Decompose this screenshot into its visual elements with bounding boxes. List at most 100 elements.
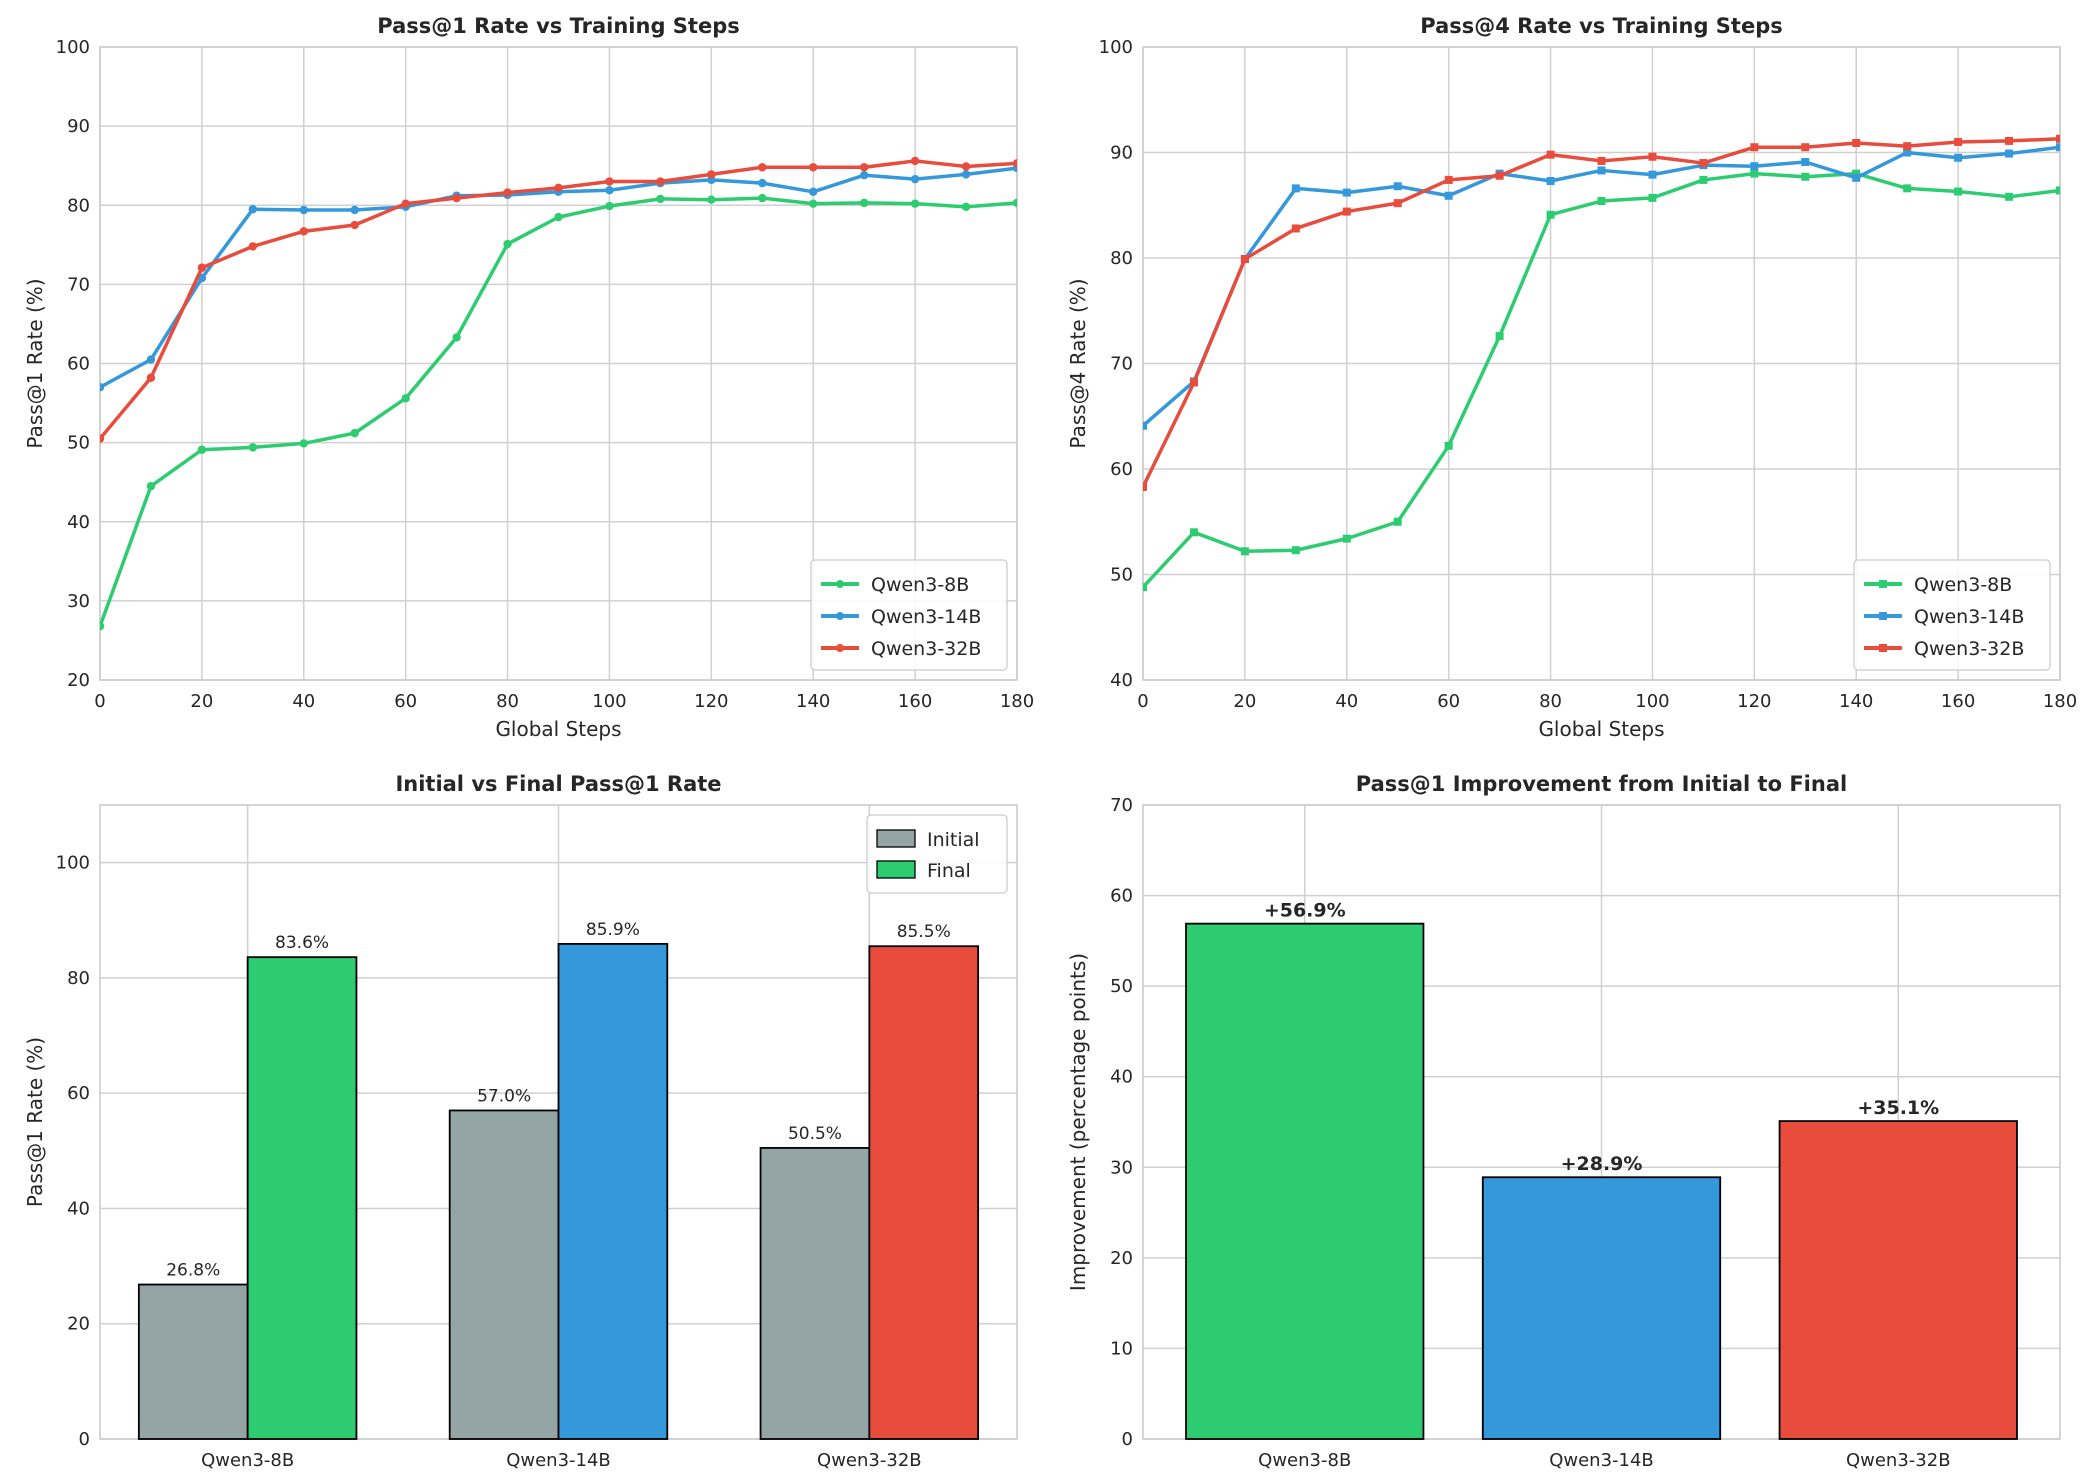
y-tick-label: 0 xyxy=(1122,1429,1133,1450)
data-point xyxy=(1393,199,1402,208)
data-point xyxy=(961,170,971,179)
data-point xyxy=(1444,175,1453,184)
data-point xyxy=(248,205,258,214)
chart-title: Pass@1 Improvement from Initial to Final xyxy=(1356,772,1847,796)
data-point xyxy=(1342,207,1351,216)
data-point xyxy=(1801,172,1810,181)
y-tick-label: 20 xyxy=(1110,1248,1133,1269)
bar-initial xyxy=(137,1283,249,1440)
data-point xyxy=(503,239,512,249)
data-point xyxy=(299,227,308,236)
data-point xyxy=(146,355,156,364)
x-tick-label: Qwen3-32B xyxy=(1846,1450,1951,1471)
data-point xyxy=(1648,170,1657,179)
bar-initial xyxy=(759,1147,871,1440)
data-point xyxy=(1597,197,1606,206)
x-tick-label: Qwen3-32B xyxy=(817,1450,922,1471)
series-Qwen3-32B xyxy=(1143,134,2060,491)
x-tick-label: 80 xyxy=(496,691,519,712)
data-point xyxy=(656,194,665,204)
data-point xyxy=(605,177,614,186)
data-point xyxy=(350,428,359,438)
x-tick-label: 120 xyxy=(1737,691,1771,712)
data-point xyxy=(1750,162,1759,171)
legend-item: Qwen3-32B xyxy=(821,638,981,660)
y-tick-label: 40 xyxy=(67,512,90,533)
legend-item: Qwen3-8B xyxy=(821,574,969,596)
data-point xyxy=(248,242,258,251)
legend-swatch xyxy=(876,829,916,848)
bar-final xyxy=(557,943,669,1440)
data-point xyxy=(350,205,359,215)
legend-label: Qwen3-14B xyxy=(871,606,981,628)
data-point xyxy=(452,333,461,342)
x-axis-label: Global Steps xyxy=(1538,717,1664,741)
data-point xyxy=(1444,191,1453,200)
data-point xyxy=(758,163,767,172)
data-point xyxy=(1801,143,1810,152)
data-point xyxy=(859,198,869,208)
x-tick-label: Qwen3-14B xyxy=(1549,1450,1654,1471)
data-point xyxy=(758,193,767,203)
data-point xyxy=(1750,169,1759,178)
data-point xyxy=(248,443,258,452)
data-point xyxy=(910,199,920,208)
y-tick-label: 70 xyxy=(67,274,90,295)
data-point xyxy=(1852,173,1861,182)
y-tick-label: 50 xyxy=(1110,976,1133,997)
y-tick-label: 20 xyxy=(67,670,90,691)
data-point xyxy=(1143,583,1147,592)
axes-frame xyxy=(99,46,1018,681)
data-point xyxy=(1393,517,1402,526)
data-point xyxy=(1648,193,1657,202)
y-tick-label: 90 xyxy=(67,116,90,137)
legend-item: Qwen3-8B xyxy=(1864,574,2012,596)
y-tick-label: 60 xyxy=(67,1083,90,1104)
data-label: 85.9% xyxy=(586,920,640,940)
data-label: +56.9% xyxy=(1264,900,1346,922)
data-point xyxy=(1012,159,1017,168)
legend-marker xyxy=(1879,580,1887,588)
data-point xyxy=(1801,157,1810,166)
data-point xyxy=(401,394,410,403)
data-point xyxy=(961,202,971,212)
legend-label: Qwen3-8B xyxy=(871,574,969,596)
data-point xyxy=(1852,169,1861,178)
data-label: +28.9% xyxy=(1561,1153,1643,1175)
y-tick-label: 100 xyxy=(1099,37,1133,58)
data-point xyxy=(1291,546,1300,555)
legend-item: Qwen3-14B xyxy=(821,606,981,628)
legend-marker xyxy=(836,580,844,588)
y-axis-label: Pass@4 Rate (%) xyxy=(1066,278,1090,448)
legend-label: Qwen3-8B xyxy=(1914,574,2012,596)
data-point xyxy=(1750,143,1759,152)
data-label: 50.5% xyxy=(788,1124,842,1144)
x-tick-label: 40 xyxy=(1335,691,1358,712)
x-tick-label: 180 xyxy=(1000,691,1034,712)
data-point xyxy=(1495,332,1504,341)
y-axis-label: Pass@1 Rate (%) xyxy=(23,278,47,448)
data-point xyxy=(452,193,461,203)
x-tick-label: 60 xyxy=(394,691,417,712)
data-point xyxy=(1597,166,1606,175)
data-point xyxy=(554,212,563,222)
data-point xyxy=(503,188,512,197)
legend-item: Initial xyxy=(876,829,980,851)
x-tick-label: Qwen3-8B xyxy=(1258,1450,1351,1471)
x-tick-label: Qwen3-8B xyxy=(201,1450,294,1471)
subplot-3: 0 20 40 60 80 100 Qwen3-8B Qwen3-14B Qwen3-32B In… xyxy=(23,772,1018,1471)
legend-label: Qwen3-14B xyxy=(1914,606,2024,628)
data-point xyxy=(2005,192,2014,201)
chart-title: Pass@1 Rate vs Training Steps xyxy=(377,14,739,38)
data-point xyxy=(707,195,716,204)
data-point xyxy=(299,205,308,215)
y-tick-label: 40 xyxy=(1110,1067,1133,1088)
y-axis-label: Pass@1 Rate (%) xyxy=(23,1037,47,1207)
axes-frame xyxy=(1142,46,2061,681)
x-tick-label: 180 xyxy=(2043,691,2077,712)
data-point xyxy=(961,162,971,171)
y-tick-label: 100 xyxy=(56,853,90,874)
bar-final xyxy=(868,945,980,1440)
